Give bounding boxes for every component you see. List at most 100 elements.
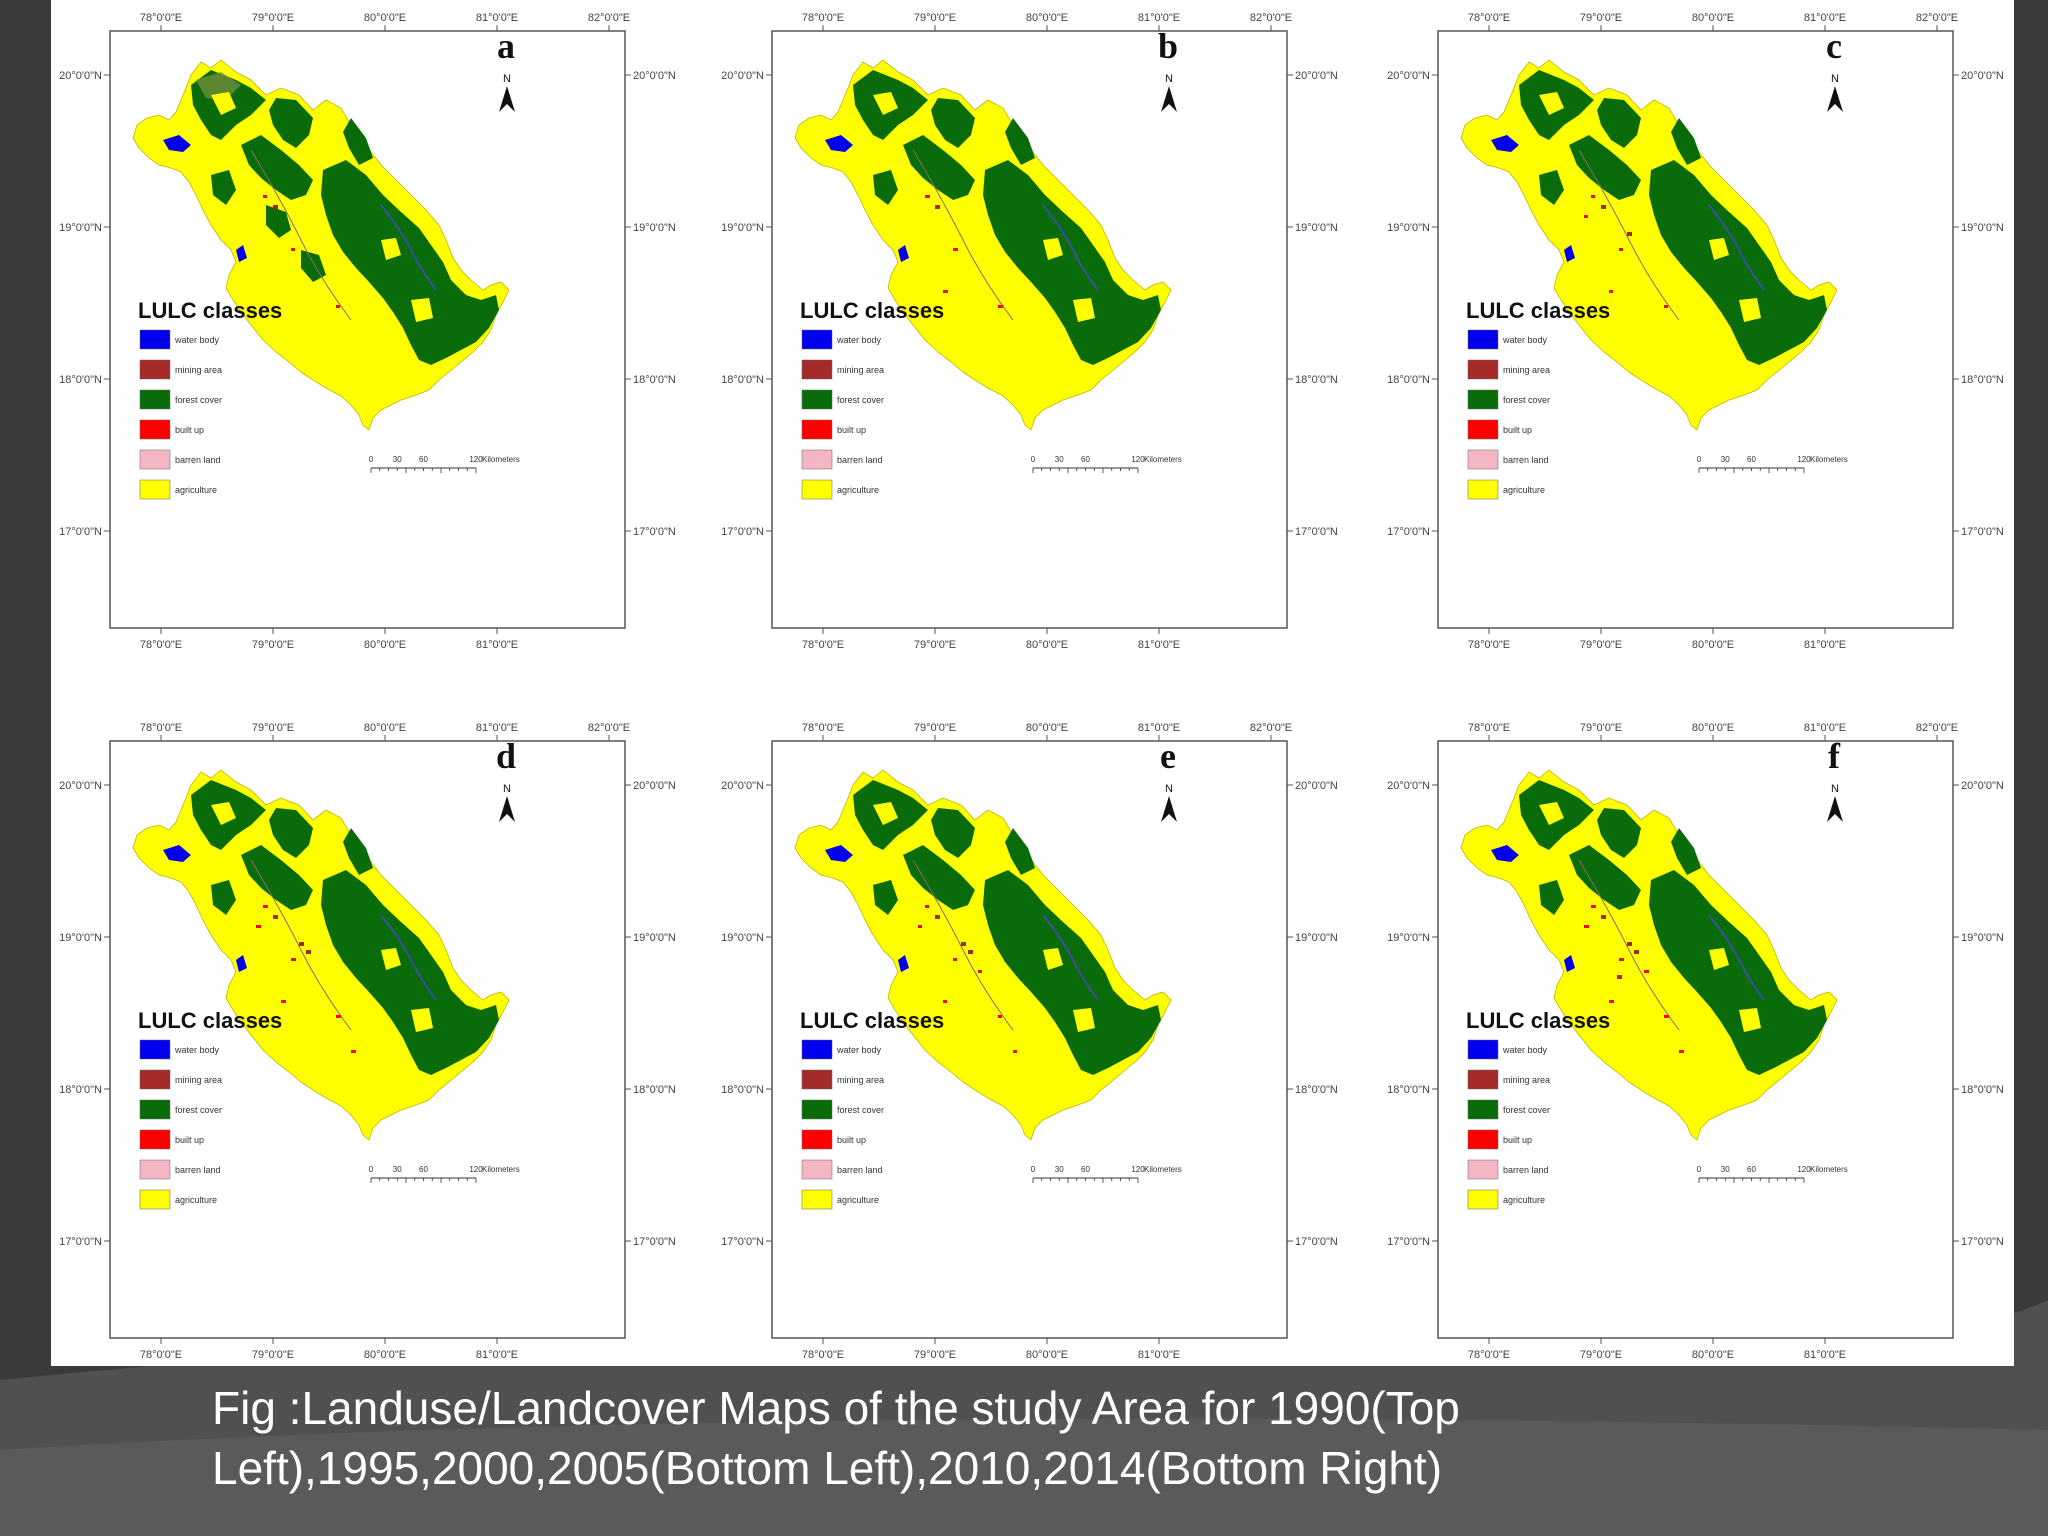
legend-swatch <box>1467 359 1499 380</box>
built-up-patch <box>925 195 930 198</box>
water-body-area <box>898 245 909 262</box>
latitude-tick-label: 19°0'0"N <box>721 222 764 234</box>
longitude-tick-label: 81°0'0"E <box>476 639 518 651</box>
longitude-tick-label: 80°0'0"E <box>1692 1349 1734 1361</box>
legend-swatch <box>1467 1159 1499 1180</box>
longitude-tick-label: 80°0'0"E <box>1026 639 1068 651</box>
scale-unit-label: Kilometers <box>1144 455 1182 464</box>
water-body-area <box>236 955 247 972</box>
legend-label: built up <box>175 425 204 435</box>
map-svg: 78°0'0"E 79°0'0"E 80°0'0"E 81°0'0"E 82°0'0"E… <box>1387 12 2004 651</box>
legend-title: LULC classes <box>138 1008 282 1033</box>
river-line <box>380 204 437 291</box>
latitude-tick-label: 19°0'0"N <box>1295 932 1338 944</box>
legend-label: built up <box>837 1135 866 1145</box>
built-up-patch <box>336 305 340 308</box>
forest-cover-area <box>983 160 1161 365</box>
forest-cover-area <box>1539 170 1564 205</box>
built-up-patch <box>925 905 929 908</box>
forest-cover-area <box>266 205 291 238</box>
scale-bar: 0 30 60 120 Kilometers <box>1697 455 1848 473</box>
mining-area-patch <box>1627 942 1632 946</box>
agriculture-area <box>1043 948 1063 970</box>
legend-label: agriculture <box>175 1195 217 1205</box>
forest-cover-area <box>269 98 313 148</box>
latitude-tick-label: 20°0'0"N <box>1961 70 2004 82</box>
built-up-patch <box>1591 905 1596 908</box>
built-up-patch <box>263 195 267 198</box>
agriculture-area <box>1539 92 1564 115</box>
legend-swatch <box>801 1159 833 1180</box>
forest-cover-area <box>931 808 975 858</box>
longitude-tick-label: 78°0'0"E <box>140 1349 182 1361</box>
latitude-tick-label: 20°0'0"N <box>721 780 764 792</box>
longitude-tick-label: 81°0'0"E <box>476 722 518 734</box>
built-up-patch <box>1644 970 1649 973</box>
north-arrow-icon <box>499 796 515 822</box>
scale-tick-label: 30 <box>393 455 402 464</box>
built-up-patch <box>256 925 261 928</box>
legend-label: barren land <box>175 455 221 465</box>
legend-label: water body <box>174 1045 220 1055</box>
legend-label: water body <box>836 335 882 345</box>
latitude-tick-label: 18°0'0"N <box>633 1084 676 1096</box>
latitude-tick-label: 17°0'0"N <box>633 526 676 538</box>
scale-tick-label: 30 <box>1055 1165 1064 1174</box>
legend-swatch <box>801 329 833 350</box>
legend-swatch <box>139 1159 171 1180</box>
agriculture-area <box>211 92 236 115</box>
built-up-patch <box>953 958 957 961</box>
water-body-area <box>163 135 191 152</box>
latitude-tick-label: 20°0'0"N <box>1295 780 1338 792</box>
latitude-tick-label: 17°0'0"N <box>633 1236 676 1248</box>
scale-unit-label: Kilometers <box>1144 1165 1182 1174</box>
longitude-tick-label: 82°0'0"E <box>1916 12 1958 24</box>
agriculture-area <box>1739 298 1761 322</box>
built-up-patch <box>281 1000 286 1003</box>
map-svg: 78°0'0"E 79°0'0"E 80°0'0"E 81°0'0"E 82°0'0"E… <box>721 12 1338 651</box>
longitude-tick-label: 79°0'0"E <box>252 639 294 651</box>
built-up-patch <box>998 305 1003 308</box>
mining-area-patch <box>1617 975 1622 979</box>
longitude-tick-label: 79°0'0"E <box>914 1349 956 1361</box>
legend-swatch <box>139 449 171 470</box>
legend-label: water body <box>1502 335 1548 345</box>
scale-tick-label: 60 <box>1081 1165 1090 1174</box>
latitude-tick-label: 18°0'0"N <box>59 374 102 386</box>
agriculture-area <box>1739 1008 1761 1032</box>
longitude-tick-label: 79°0'0"E <box>1580 12 1622 24</box>
longitude-tick-label: 79°0'0"E <box>1580 722 1622 734</box>
latitude-tick-label: 20°0'0"N <box>1387 780 1430 792</box>
north-label: N <box>1831 73 1839 85</box>
water-body-area <box>1564 245 1575 262</box>
legend: LULC classes water body mining area forest … <box>1466 1008 1610 1210</box>
legend-label: mining area <box>1503 1075 1550 1085</box>
built-up-patch <box>291 248 295 251</box>
panel-letter: a <box>497 26 515 66</box>
legend-swatch <box>1467 479 1499 500</box>
mining-area-patch <box>935 915 940 919</box>
legend-swatch <box>139 479 171 500</box>
latitude-tick-label: 20°0'0"N <box>1961 780 2004 792</box>
built-up-patch <box>1664 305 1668 308</box>
scale-tick-label: 0 <box>1697 455 1702 464</box>
forest-cover-area <box>1597 808 1641 858</box>
built-up-patch <box>943 290 948 293</box>
longitude-tick-label: 82°0'0"E <box>1250 12 1292 24</box>
legend-swatch <box>801 389 833 410</box>
water-body-area <box>1564 955 1575 972</box>
north-arrow-icon <box>1827 796 1843 822</box>
mining-area-patch <box>299 942 304 946</box>
latitude-tick-label: 17°0'0"N <box>1961 1236 2004 1248</box>
built-up-patch <box>1584 215 1588 218</box>
legend-swatch <box>801 419 833 440</box>
scale-tick-label: 120 <box>469 1165 483 1174</box>
built-up-patch <box>978 970 982 973</box>
latitude-tick-label: 20°0'0"N <box>1295 70 1338 82</box>
longitude-tick-label: 81°0'0"E <box>1138 639 1180 651</box>
panel-letter: b <box>1158 26 1178 66</box>
legend-swatch <box>1467 1099 1499 1120</box>
longitude-tick-label: 80°0'0"E <box>364 722 406 734</box>
built-up-patch <box>1679 1050 1684 1053</box>
forest-cover-area <box>343 828 373 875</box>
